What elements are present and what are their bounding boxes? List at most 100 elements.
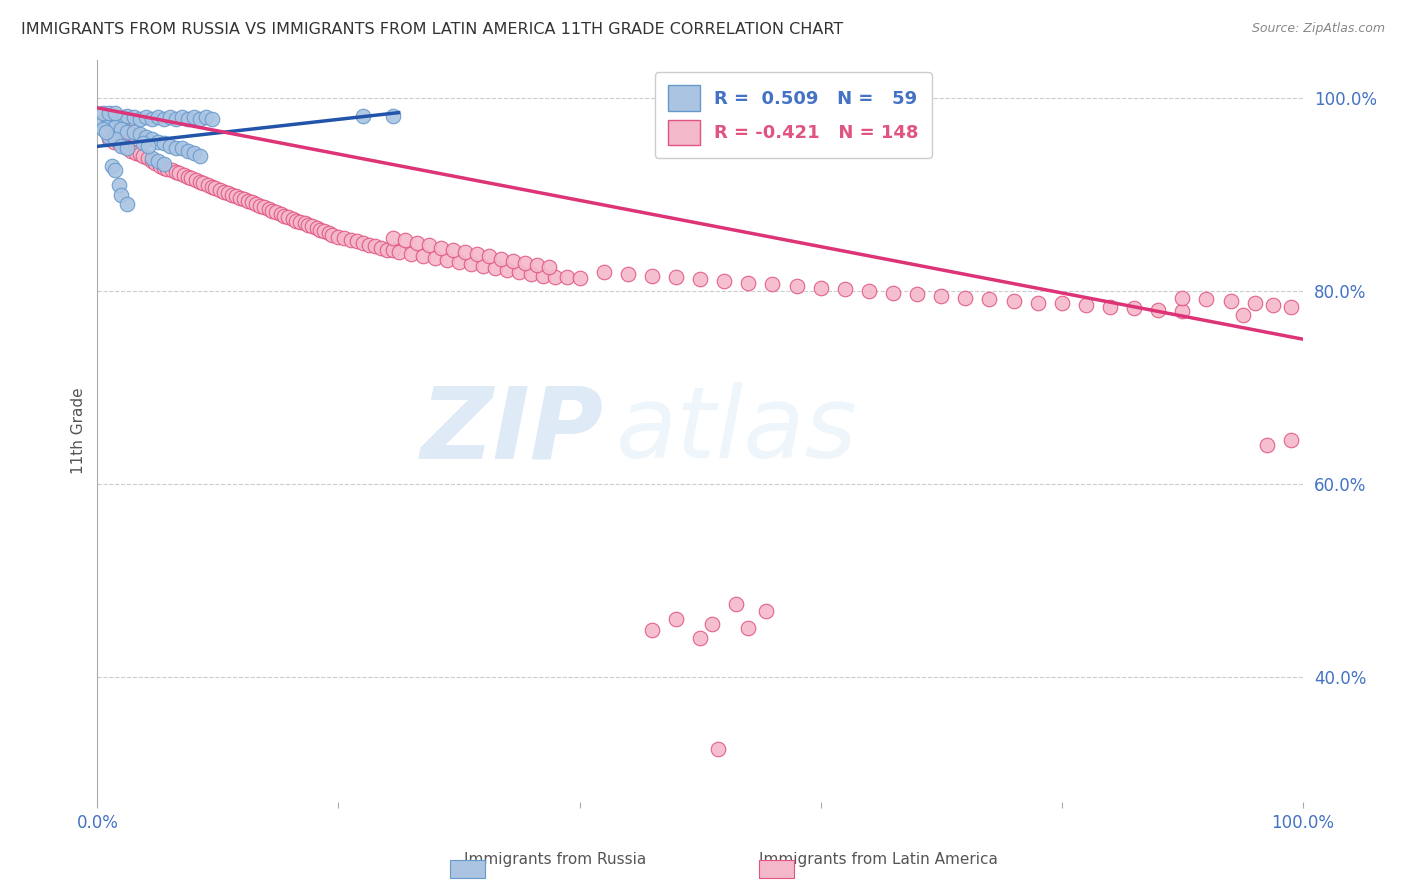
Point [423, 251, 446, 265]
Point [253, 200, 276, 214]
Point [122, 128, 145, 142]
Point [101, 112, 124, 127]
Point [394, 233, 416, 247]
Point [194, 111, 217, 125]
Point [1074, 298, 1097, 312]
Point [502, 254, 524, 268]
Point [120, 144, 142, 158]
Point [177, 144, 200, 158]
Point [170, 111, 193, 125]
Point [454, 245, 477, 260]
Point [141, 112, 163, 127]
Point [1147, 303, 1170, 318]
Point [689, 272, 711, 286]
Point [128, 127, 150, 141]
Point [104, 131, 127, 145]
Point [786, 279, 808, 293]
Text: Immigrants from Latin America: Immigrants from Latin America [759, 852, 998, 867]
Point [122, 111, 145, 125]
Point [412, 249, 434, 263]
Point [1279, 301, 1302, 315]
Point [1050, 296, 1073, 310]
Point [352, 235, 374, 250]
Point [436, 253, 458, 268]
Point [180, 171, 202, 186]
Point [592, 265, 614, 279]
Point [160, 163, 183, 178]
Point [321, 228, 343, 243]
Point [1243, 295, 1265, 310]
Point [526, 258, 548, 272]
Point [1261, 298, 1284, 312]
Point [294, 217, 316, 231]
Point [128, 147, 150, 161]
Point [689, 631, 711, 645]
Point [858, 284, 880, 298]
Point [979, 292, 1001, 306]
Text: Immigrants from Russia: Immigrants from Russia [464, 852, 647, 867]
Point [236, 194, 259, 209]
Point [346, 234, 368, 248]
Point [270, 207, 292, 221]
Point [297, 219, 319, 233]
Point [173, 169, 195, 183]
Point [186, 173, 208, 187]
Point [197, 178, 219, 192]
Point [101, 115, 124, 129]
Point [93, 105, 115, 120]
Point [725, 597, 748, 611]
Point [98, 131, 121, 145]
Point [93, 122, 115, 136]
Point [531, 268, 554, 283]
Point [120, 127, 142, 141]
Point [305, 221, 328, 235]
Point [713, 274, 735, 288]
Point [1002, 293, 1025, 308]
Point [110, 187, 132, 202]
Point [1171, 291, 1194, 305]
Point [152, 136, 174, 151]
Point [929, 289, 952, 303]
Point [93, 115, 115, 129]
Point [1123, 301, 1146, 316]
Point [117, 125, 139, 139]
Point [641, 624, 664, 638]
Point [301, 219, 323, 234]
Point [201, 112, 224, 127]
Point [117, 125, 139, 139]
Text: Source: ZipAtlas.com: Source: ZipAtlas.com [1251, 22, 1385, 36]
Point [136, 139, 159, 153]
Point [233, 193, 256, 207]
Point [544, 269, 567, 284]
Point [170, 141, 193, 155]
Point [333, 231, 356, 245]
Point [98, 129, 121, 144]
Point [264, 205, 287, 219]
Point [905, 286, 928, 301]
Point [146, 135, 169, 149]
Point [117, 197, 139, 211]
Point [94, 125, 117, 139]
Point [117, 141, 139, 155]
Point [193, 176, 215, 190]
Point [312, 224, 335, 238]
Point [489, 252, 512, 267]
Point [1279, 434, 1302, 448]
Point [112, 111, 135, 125]
Point [98, 115, 121, 129]
Point [146, 111, 169, 125]
Point [183, 146, 205, 161]
Point [447, 255, 470, 269]
Point [117, 108, 139, 122]
Point [177, 170, 200, 185]
Point [135, 111, 157, 125]
Point [381, 244, 404, 258]
Point [132, 136, 155, 151]
Point [363, 238, 385, 252]
Point [101, 159, 124, 173]
Point [122, 125, 145, 139]
Point [240, 195, 263, 210]
Point [117, 141, 139, 155]
Point [141, 153, 163, 168]
Point [508, 265, 530, 279]
